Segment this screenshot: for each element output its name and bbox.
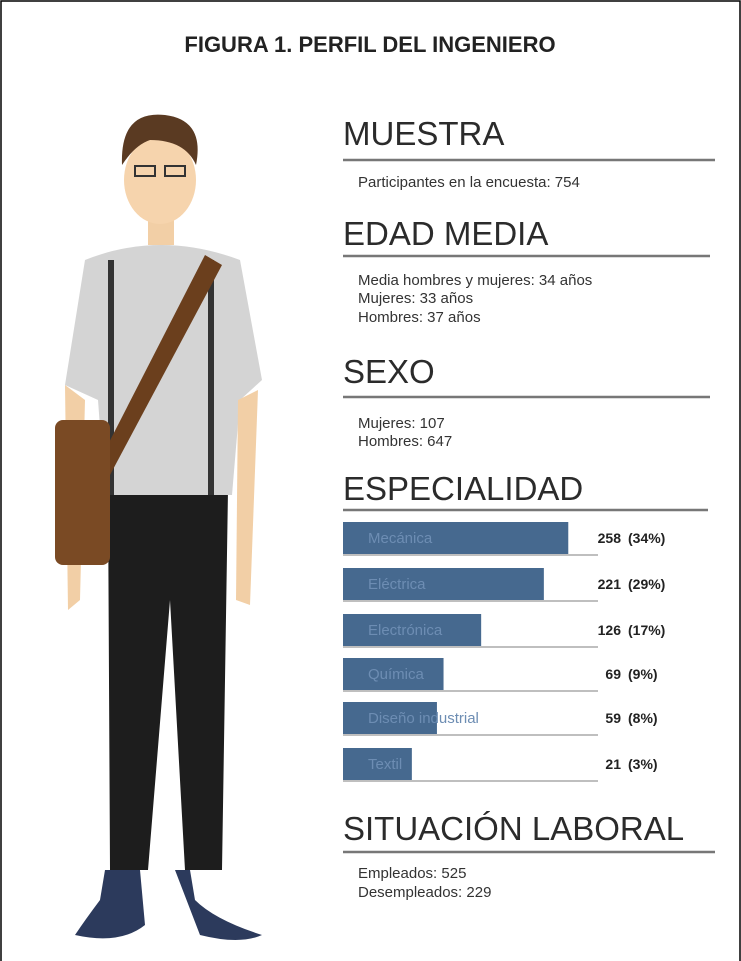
info-line: Participantes en la encuesta: 754 bbox=[358, 174, 580, 191]
bar-label: Mecánica bbox=[368, 530, 433, 547]
bar-share: (29%) bbox=[628, 576, 665, 592]
bar-share: (8%) bbox=[628, 710, 658, 726]
bar-value: 258 bbox=[598, 530, 622, 546]
info-line: Media hombres y mujeres: 34 años bbox=[358, 272, 592, 289]
figure: FIGURA 1. PERFIL DEL INGENIERO MUESTRA Pa… bbox=[0, 0, 741, 961]
info-line: Mujeres: 33 años bbox=[358, 290, 473, 307]
bar-label: Eléctrica bbox=[368, 576, 426, 593]
engineer-illustration bbox=[55, 115, 262, 940]
bar-label: Textil bbox=[368, 756, 402, 773]
info-line: Desempleados: 229 bbox=[358, 884, 491, 901]
section-heading: SITUACIÓN LABORAL bbox=[343, 810, 684, 847]
info-line: Hombres: 647 bbox=[358, 433, 452, 450]
info-line: Hombres: 37 años bbox=[358, 309, 481, 326]
bar-value: 221 bbox=[598, 576, 622, 592]
bar-label: Diseño industrial bbox=[368, 710, 479, 727]
bar-share: (9%) bbox=[628, 666, 658, 682]
bar-share: (3%) bbox=[628, 756, 658, 772]
bar-share: (34%) bbox=[628, 530, 665, 546]
bar-value: 69 bbox=[605, 666, 621, 682]
section-heading: MUESTRA bbox=[343, 115, 504, 152]
bar-value: 59 bbox=[605, 710, 621, 726]
info-line: Empleados: 525 bbox=[358, 865, 466, 882]
info-line: Mujeres: 107 bbox=[358, 415, 445, 432]
section-heading: SEXO bbox=[343, 353, 435, 390]
section-heading: EDAD MEDIA bbox=[343, 215, 548, 252]
bar-value: 21 bbox=[605, 756, 621, 772]
bar-share: (17%) bbox=[628, 622, 665, 638]
bar-value: 126 bbox=[598, 622, 622, 638]
title: FIGURA 1. PERFIL DEL INGENIERO bbox=[184, 32, 555, 57]
bar-label: Química bbox=[368, 666, 425, 683]
content: MUESTRA Participantes en la encuesta: 754… bbox=[343, 115, 715, 901]
bar-label: Electrónica bbox=[368, 622, 443, 639]
section-heading: ESPECIALIDAD bbox=[343, 470, 583, 507]
